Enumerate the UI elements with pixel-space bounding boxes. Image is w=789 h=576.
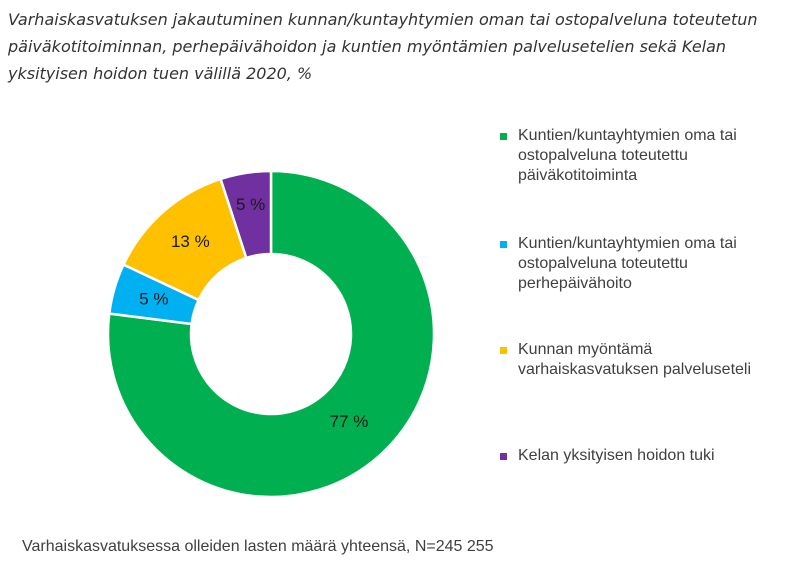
legend-label: Kuntien/kuntayhtymien oma tai ostopalvel… — [518, 235, 737, 292]
data-label-1: 77 % — [330, 412, 369, 431]
donut-slice-1 — [106, 169, 436, 499]
legend-marker — [500, 241, 507, 248]
legend-marker — [500, 347, 507, 354]
donut-data-labels: 77 % 5 % 13 % 5 % — [139, 195, 368, 431]
donut-slices — [106, 169, 436, 499]
legend-marker — [500, 453, 507, 460]
legend-label: Kuntien/kuntayhtymien oma tai ostopalvel… — [518, 127, 737, 184]
legend-item-1: Kuntien/kuntayhtymien oma tai ostopalvel… — [500, 126, 778, 186]
legend-marker — [500, 133, 507, 140]
data-label-2: 5 % — [139, 289, 168, 308]
chart-footnote: Varhaiskasvatuksessa olleiden lasten mää… — [22, 538, 494, 555]
legend-item-3: Kunnan myöntämä varhaiskasvatuksen palve… — [500, 340, 778, 380]
data-label-3: 13 % — [171, 232, 210, 251]
donut-slice-4 — [219, 169, 273, 260]
legend-label: Kelan yksityisen hoidon tuki — [518, 447, 715, 464]
chart-title: Varhaiskasvatuksen jakautuminen kunnan/k… — [8, 10, 758, 83]
legend-item-4: Kelan yksityisen hoidon tuki — [500, 446, 778, 466]
legend-item-2: Kuntien/kuntayhtymien oma tai ostopalvel… — [500, 234, 778, 294]
data-label-4: 5 % — [236, 195, 265, 214]
legend-label: Kunnan myöntämä varhaiskasvatuksen palve… — [518, 341, 752, 378]
